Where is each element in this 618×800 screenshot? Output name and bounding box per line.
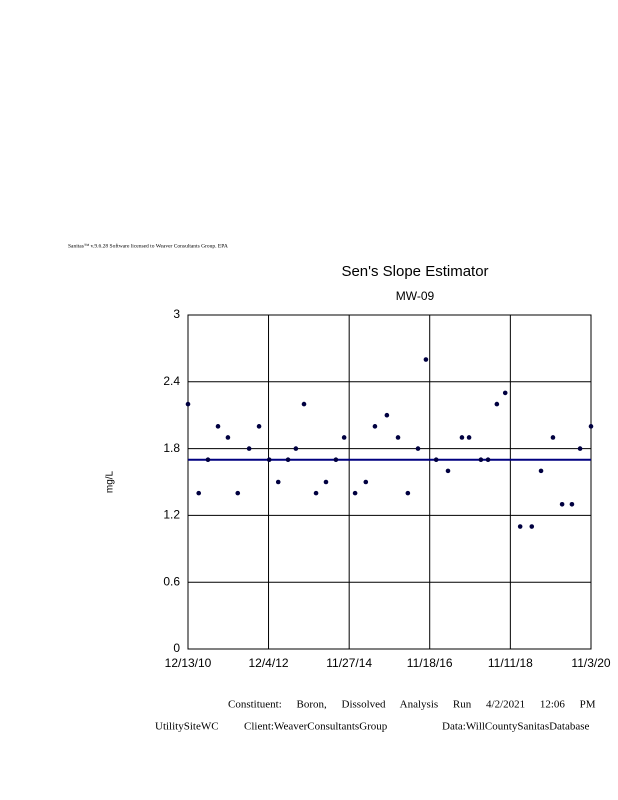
- data-point: [433, 457, 439, 463]
- data-point: [341, 435, 347, 440]
- data-point: [459, 435, 465, 440]
- data-point: [333, 457, 339, 463]
- data-point: [384, 412, 390, 418]
- data-point: [405, 490, 411, 496]
- data-point: [529, 524, 535, 529]
- data-point: [502, 390, 508, 396]
- data-point: [363, 479, 369, 485]
- data-point: [352, 490, 358, 496]
- data-point: [196, 490, 202, 496]
- y-tick-label: 2.4: [163, 374, 180, 388]
- data-point: [285, 457, 291, 463]
- data-point: [185, 401, 191, 407]
- x-tick-label: 11/3/20: [571, 656, 610, 670]
- data-point: [323, 479, 329, 485]
- data-point: [588, 424, 594, 429]
- data-point: [372, 424, 378, 429]
- footer: Constituent: Boron, Dissolved Analysis R…: [228, 699, 596, 711]
- y-tick-label: 0.6: [163, 574, 180, 588]
- data-point: [485, 457, 491, 463]
- site: UtilitySiteWC: [155, 721, 219, 733]
- data-point: [478, 457, 484, 463]
- data-point: [466, 435, 472, 440]
- data-point: [246, 446, 252, 451]
- data-point: [266, 457, 272, 463]
- y-tick-label: 3: [173, 307, 180, 321]
- data-point: [538, 468, 544, 474]
- y-axis-label: mg/L: [105, 470, 116, 493]
- data-point: [415, 446, 421, 451]
- data-point: [301, 401, 307, 407]
- data-point: [313, 490, 319, 496]
- plot-frame: [187, 314, 592, 650]
- chart-subtitle: MW-09: [396, 289, 435, 303]
- data-point: [225, 435, 231, 440]
- x-tick-label: 12/4/12: [249, 656, 289, 670]
- data-point: [256, 424, 262, 429]
- x-tick-label: 11/11/18: [488, 656, 533, 670]
- data-point: [235, 490, 241, 496]
- x-tick-label: 12/13/10: [165, 656, 212, 670]
- data-point: [550, 435, 556, 440]
- data-point: [275, 479, 281, 485]
- data-point: [395, 435, 401, 440]
- y-tick-label: 1.2: [163, 508, 180, 522]
- data-point: [569, 501, 575, 507]
- x-tick-label: 11/27/14: [326, 656, 372, 670]
- data-point: [293, 446, 299, 451]
- y-tick-label: 1.8: [163, 441, 180, 455]
- header: Sanitas™ v.9.6.28 Software licensed to W…: [68, 242, 228, 249]
- data-point: [559, 501, 565, 507]
- data-point: [494, 401, 500, 407]
- data-point: [215, 424, 221, 429]
- data-point: [517, 524, 523, 529]
- client: Client:WeaverConsultantsGroup: [244, 721, 388, 733]
- y-tick-label: 0: [173, 641, 180, 655]
- database: Data:WillCountySanitasDatabase: [442, 721, 590, 733]
- data-point: [205, 457, 211, 463]
- x-tick-label: 11/18/16: [407, 656, 453, 670]
- chart-title: Sen's Slope Estimator: [341, 263, 488, 280]
- data-point: [423, 357, 429, 362]
- data-point: [445, 468, 451, 474]
- data-point: [577, 446, 583, 451]
